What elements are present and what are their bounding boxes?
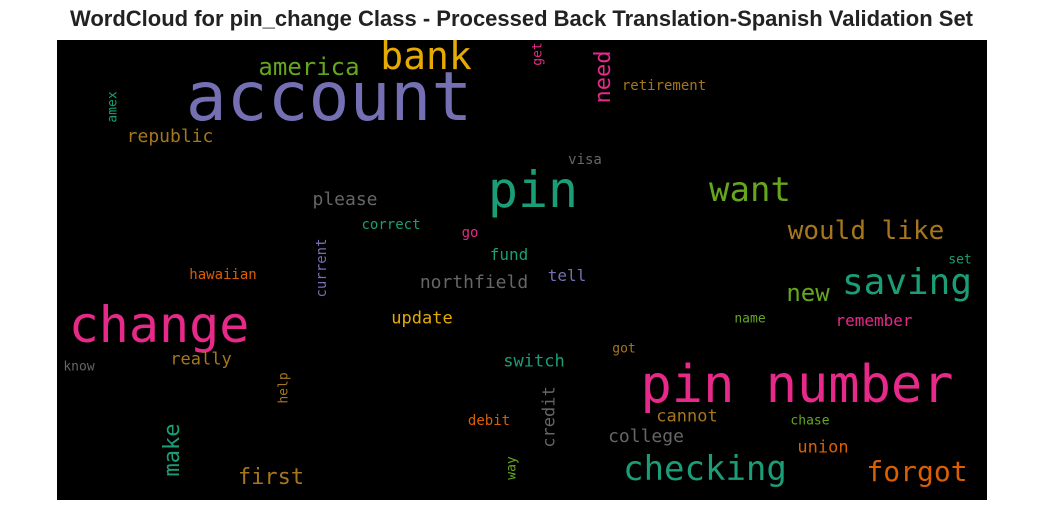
word-want: want [709,170,791,210]
word-account: account [185,58,473,137]
word-know: know [63,359,95,375]
chart-title: WordCloud for pin_change Class - Process… [69,6,974,31]
word-bank: bank [380,40,472,78]
word-change: change [68,296,250,354]
word-really: really [170,349,232,370]
word-name: name [734,311,766,327]
word-college: college [608,426,684,447]
word-get: get [530,42,546,66]
word-union: union [797,437,849,458]
word-america: america [258,53,360,81]
word-need: need [591,50,616,104]
word-republic: republic [126,126,214,147]
word-hawaiian: hawaiian [189,267,257,283]
word-got: got [612,341,636,357]
word-switch: switch [503,351,565,372]
word-help: help [276,372,292,404]
word-debit: debit [467,413,511,429]
word-would-like: would like [787,216,945,246]
word-chase: chase [790,413,830,429]
word-new: new [786,279,830,307]
word-visa: visa [568,152,602,168]
word-retirement: retirement [621,78,707,94]
word-first: first [237,465,305,490]
word-pin: pin [487,161,579,219]
word-cannot: cannot [656,406,718,427]
word-correct: correct [361,217,421,233]
word-amex: amex [105,91,121,123]
word-set: set [948,252,972,268]
word-saving: saving [841,262,973,303]
word-checking: checking [623,449,787,489]
word-credit: credit [539,386,560,448]
word-pin-number: pin number [640,355,954,415]
word-fund: fund [489,245,529,264]
word-northfield: northfield [419,272,529,293]
word-way: way [504,456,520,480]
wordcloud-canvas: account pin number change pin bank checking sa… [57,40,987,500]
word-tell: tell [547,266,587,285]
word-make: make [160,423,185,477]
word-go: go [461,225,479,241]
word-please: please [312,189,378,210]
word-current: current [314,238,330,298]
word-remember: remember [835,311,913,330]
word-update: update [391,308,453,329]
word-forgot: forgot [866,455,968,488]
